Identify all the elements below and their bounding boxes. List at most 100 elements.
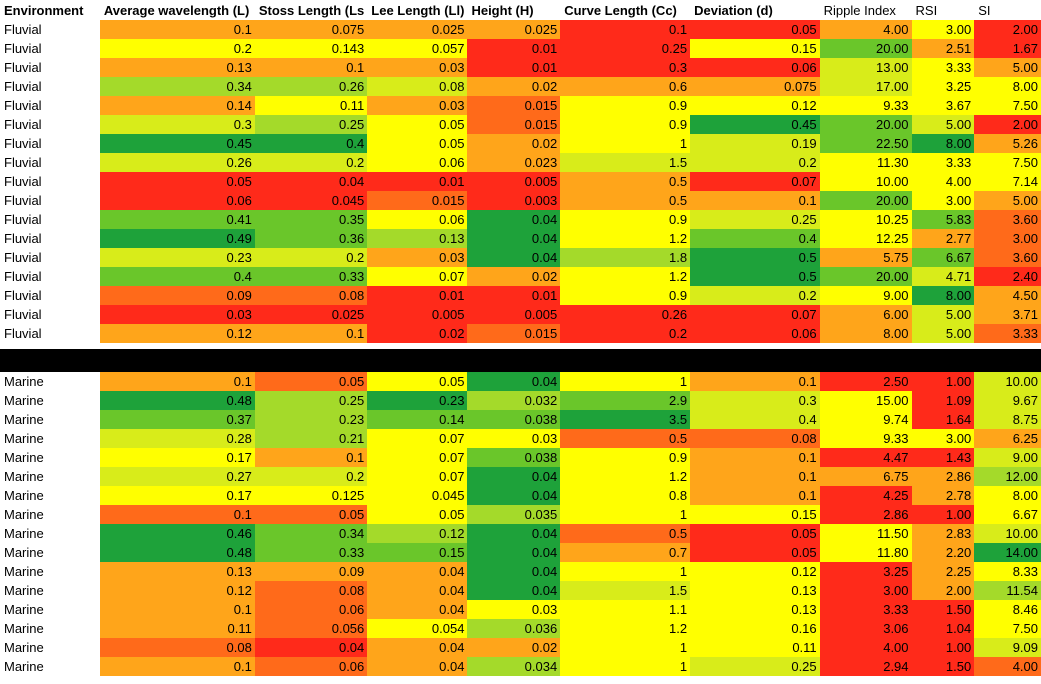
height-cell[interactable]: 0.02	[467, 267, 561, 286]
si-cell[interactable]: 2.00	[974, 20, 1041, 39]
ripple-index-cell[interactable]: 20.00	[819, 39, 912, 58]
rsi-cell[interactable]: 5.83	[911, 210, 975, 229]
curve-length-cell[interactable]: 1.2	[560, 229, 691, 248]
lee-length-cell[interactable]: 0.03	[367, 248, 468, 267]
curve-length-cell[interactable]: 0.5	[560, 172, 691, 191]
lee-length-cell[interactable]: 0.08	[367, 77, 468, 96]
curve-length-cell[interactable]: 0.5	[560, 429, 691, 448]
ripple-index-cell[interactable]: 3.25	[819, 562, 912, 581]
deviation-cell[interactable]: 0.07	[690, 172, 820, 191]
height-cell[interactable]: 0.01	[467, 39, 561, 58]
deviation-cell[interactable]: 0.15	[690, 39, 820, 58]
si-cell[interactable]: 7.50	[974, 153, 1041, 172]
lee-length-cell[interactable]: 0.14	[367, 410, 468, 429]
ripple-index-cell[interactable]: 4.00	[819, 638, 912, 657]
deviation-cell[interactable]: 0.11	[690, 638, 820, 657]
environment-cell[interactable]: Fluvial	[0, 20, 100, 39]
average-wavelength-cell[interactable]: 0.41	[99, 210, 255, 229]
environment-cell[interactable]: Marine	[0, 619, 100, 638]
curve-length-cell[interactable]: 0.25	[560, 39, 691, 58]
height-cell[interactable]: 0.015	[467, 96, 561, 115]
si-cell[interactable]: 6.67	[974, 505, 1041, 524]
rsi-cell[interactable]: 6.67	[911, 248, 975, 267]
lee-length-cell[interactable]: 0.05	[367, 505, 468, 524]
curve-length-cell[interactable]: 0.9	[560, 210, 691, 229]
si-cell[interactable]: 9.00	[974, 448, 1041, 467]
environment-cell[interactable]: Marine	[0, 524, 100, 543]
stoss-length-cell[interactable]: 0.04	[254, 638, 368, 657]
header-deviation[interactable]: Deviation (d)	[694, 2, 773, 18]
ripple-index-cell[interactable]: 11.50	[819, 524, 912, 543]
si-cell[interactable]: 8.00	[974, 77, 1041, 96]
average-wavelength-cell[interactable]: 0.49	[99, 229, 255, 248]
deviation-cell[interactable]: 0.2	[690, 153, 820, 172]
lee-length-cell[interactable]: 0.045	[367, 486, 468, 505]
curve-length-cell[interactable]: 0.9	[560, 96, 691, 115]
environment-cell[interactable]: Fluvial	[0, 191, 100, 210]
lee-length-cell[interactable]: 0.04	[367, 638, 468, 657]
average-wavelength-cell[interactable]: 0.05	[99, 172, 255, 191]
lee-length-cell[interactable]: 0.04	[367, 562, 468, 581]
si-cell[interactable]: 7.50	[974, 619, 1041, 638]
ripple-index-cell[interactable]: 6.00	[819, 305, 912, 324]
average-wavelength-cell[interactable]: 0.27	[99, 467, 255, 486]
header-si[interactable]: SI	[978, 2, 991, 18]
rsi-cell[interactable]: 3.67	[911, 96, 975, 115]
rsi-cell[interactable]: 1.50	[911, 657, 975, 676]
lee-length-cell[interactable]: 0.025	[367, 20, 468, 39]
deviation-cell[interactable]: 0.3	[690, 391, 820, 410]
rsi-cell[interactable]: 3.33	[911, 153, 975, 172]
lee-length-cell[interactable]: 0.15	[367, 543, 468, 562]
deviation-cell[interactable]: 0.1	[690, 191, 820, 210]
average-wavelength-cell[interactable]: 0.34	[99, 77, 255, 96]
stoss-length-cell[interactable]: 0.36	[254, 229, 368, 248]
average-wavelength-cell[interactable]: 0.09	[99, 286, 255, 305]
height-cell[interactable]: 0.03	[467, 429, 561, 448]
stoss-length-cell[interactable]: 0.1	[254, 324, 368, 343]
lee-length-cell[interactable]: 0.12	[367, 524, 468, 543]
environment-cell[interactable]: Fluvial	[0, 58, 100, 77]
height-cell[interactable]: 0.003	[467, 191, 561, 210]
rsi-cell[interactable]: 5.00	[911, 324, 975, 343]
rsi-cell[interactable]: 5.00	[911, 115, 975, 134]
lee-length-cell[interactable]: 0.05	[367, 115, 468, 134]
stoss-length-cell[interactable]: 0.11	[254, 96, 368, 115]
ripple-index-cell[interactable]: 22.50	[819, 134, 912, 153]
height-cell[interactable]: 0.036	[467, 619, 561, 638]
si-cell[interactable]: 6.25	[974, 429, 1041, 448]
stoss-length-cell[interactable]: 0.06	[254, 657, 368, 676]
curve-length-cell[interactable]: 1.5	[560, 581, 691, 600]
si-cell[interactable]: 3.71	[974, 305, 1041, 324]
average-wavelength-cell[interactable]: 0.1	[99, 20, 255, 39]
ripple-index-cell[interactable]: 4.25	[819, 486, 912, 505]
average-wavelength-cell[interactable]: 0.17	[99, 448, 255, 467]
lee-length-cell[interactable]: 0.04	[367, 657, 468, 676]
height-cell[interactable]: 0.03	[467, 600, 561, 619]
lee-length-cell[interactable]: 0.07	[367, 467, 468, 486]
curve-length-cell[interactable]: 1	[560, 562, 691, 581]
lee-length-cell[interactable]: 0.04	[367, 600, 468, 619]
lee-length-cell[interactable]: 0.07	[367, 429, 468, 448]
average-wavelength-cell[interactable]: 0.1	[99, 505, 255, 524]
curve-length-cell[interactable]: 1.2	[560, 467, 691, 486]
average-wavelength-cell[interactable]: 0.12	[99, 581, 255, 600]
lee-length-cell[interactable]: 0.05	[367, 372, 468, 391]
rsi-cell[interactable]: 2.86	[911, 467, 975, 486]
header-rsi[interactable]: RSI	[915, 2, 938, 18]
average-wavelength-cell[interactable]: 0.1	[99, 600, 255, 619]
rsi-cell[interactable]: 3.25	[911, 77, 975, 96]
average-wavelength-cell[interactable]: 0.48	[99, 391, 255, 410]
rsi-cell[interactable]: 3.00	[911, 20, 975, 39]
curve-length-cell[interactable]: 0.3	[560, 58, 691, 77]
deviation-cell[interactable]: 0.1	[690, 448, 820, 467]
rsi-cell[interactable]: 2.00	[911, 581, 975, 600]
deviation-cell[interactable]: 0.05	[690, 543, 820, 562]
average-wavelength-cell[interactable]: 0.13	[99, 562, 255, 581]
stoss-length-cell[interactable]: 0.125	[254, 486, 368, 505]
environment-cell[interactable]: Fluvial	[0, 267, 100, 286]
si-cell[interactable]: 3.33	[974, 324, 1041, 343]
rsi-cell[interactable]: 1.00	[911, 505, 975, 524]
environment-cell[interactable]: Marine	[0, 372, 100, 391]
environment-cell[interactable]: Marine	[0, 600, 100, 619]
height-cell[interactable]: 0.035	[467, 505, 561, 524]
